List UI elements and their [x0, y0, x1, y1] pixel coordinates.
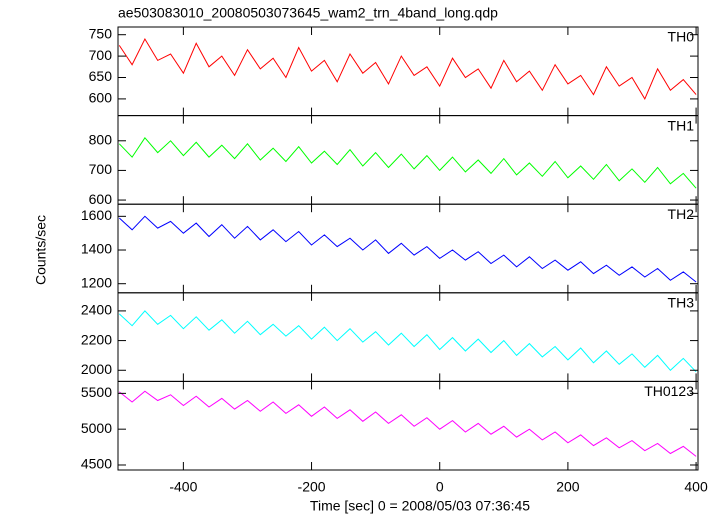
data-line	[118, 390, 697, 457]
x-tick-label: 200	[556, 479, 580, 495]
chart-title: ae503083010_20080503073645_wam2_trn_4ban…	[118, 5, 498, 21]
x-tick-label: 0	[436, 479, 444, 495]
y-tick-label: 2400	[81, 302, 112, 318]
data-line	[118, 37, 697, 100]
y-tick-label: 5000	[81, 420, 112, 436]
legend-label: TH0	[668, 29, 695, 45]
data-line	[118, 310, 697, 373]
data-line	[118, 136, 697, 189]
x-tick-label: -400	[169, 479, 197, 495]
y-tick-label: 1600	[81, 207, 112, 223]
y-tick-label: 4500	[81, 456, 112, 472]
y-tick-label: 600	[89, 191, 113, 207]
y-tick-label: 2000	[81, 361, 112, 377]
panel-frame	[117, 203, 699, 294]
panel-frame	[117, 26, 699, 117]
y-tick-label: 1200	[81, 274, 112, 290]
legend-label: TH2	[668, 206, 695, 222]
legend-label: TH0123	[644, 383, 694, 399]
y-tick-label: 600	[89, 90, 113, 106]
y-axis-label: Counts/sec	[33, 215, 49, 285]
panel-frame	[117, 292, 699, 382]
y-tick-label: 5500	[81, 384, 112, 400]
x-axis-label: Time [sec] 0 = 2008/05/03 07:36:45	[310, 498, 530, 514]
y-tick-label: 800	[89, 131, 113, 147]
y-tick-label: 750	[89, 25, 113, 41]
y-tick-label: 2200	[81, 331, 112, 347]
panel-frame	[117, 115, 699, 205]
panel-frame	[117, 380, 699, 471]
y-tick-label: 700	[89, 161, 113, 177]
x-tick-label: 400	[684, 479, 708, 495]
legend-label: TH3	[668, 295, 695, 311]
data-line	[118, 215, 697, 283]
legend-label: TH1	[668, 117, 695, 133]
y-tick-label: 700	[89, 47, 113, 63]
y-tick-label: 650	[89, 68, 113, 84]
x-tick-label: -200	[298, 479, 326, 495]
y-tick-label: 1400	[81, 241, 112, 257]
